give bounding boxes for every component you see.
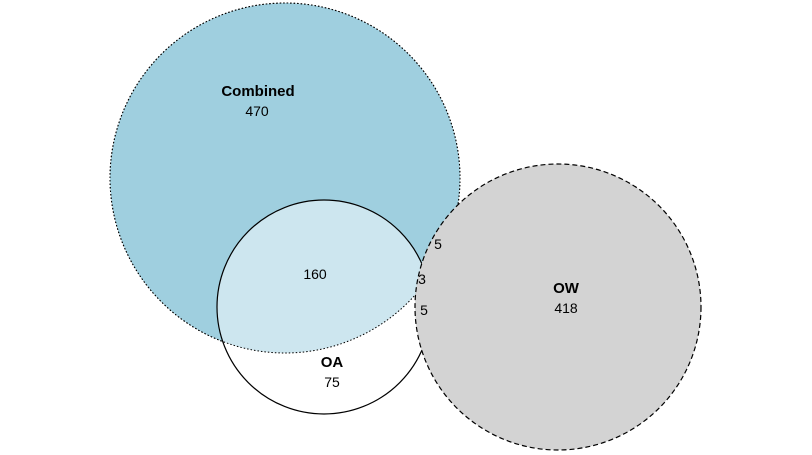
ow-set-name: OW [553, 280, 580, 297]
oa-ow-count: 5 [420, 302, 428, 318]
oa-set-name: OA [321, 354, 344, 371]
combined-oa-count: 160 [303, 266, 327, 282]
combined-oa-ow-count: 3 [418, 271, 426, 287]
combined-set-name: Combined [221, 83, 294, 100]
combined-only-count: 470 [245, 103, 269, 119]
oa-only-count: 75 [324, 374, 340, 390]
combined-ow-count: 5 [434, 236, 442, 252]
ow-only-count: 418 [554, 300, 578, 316]
